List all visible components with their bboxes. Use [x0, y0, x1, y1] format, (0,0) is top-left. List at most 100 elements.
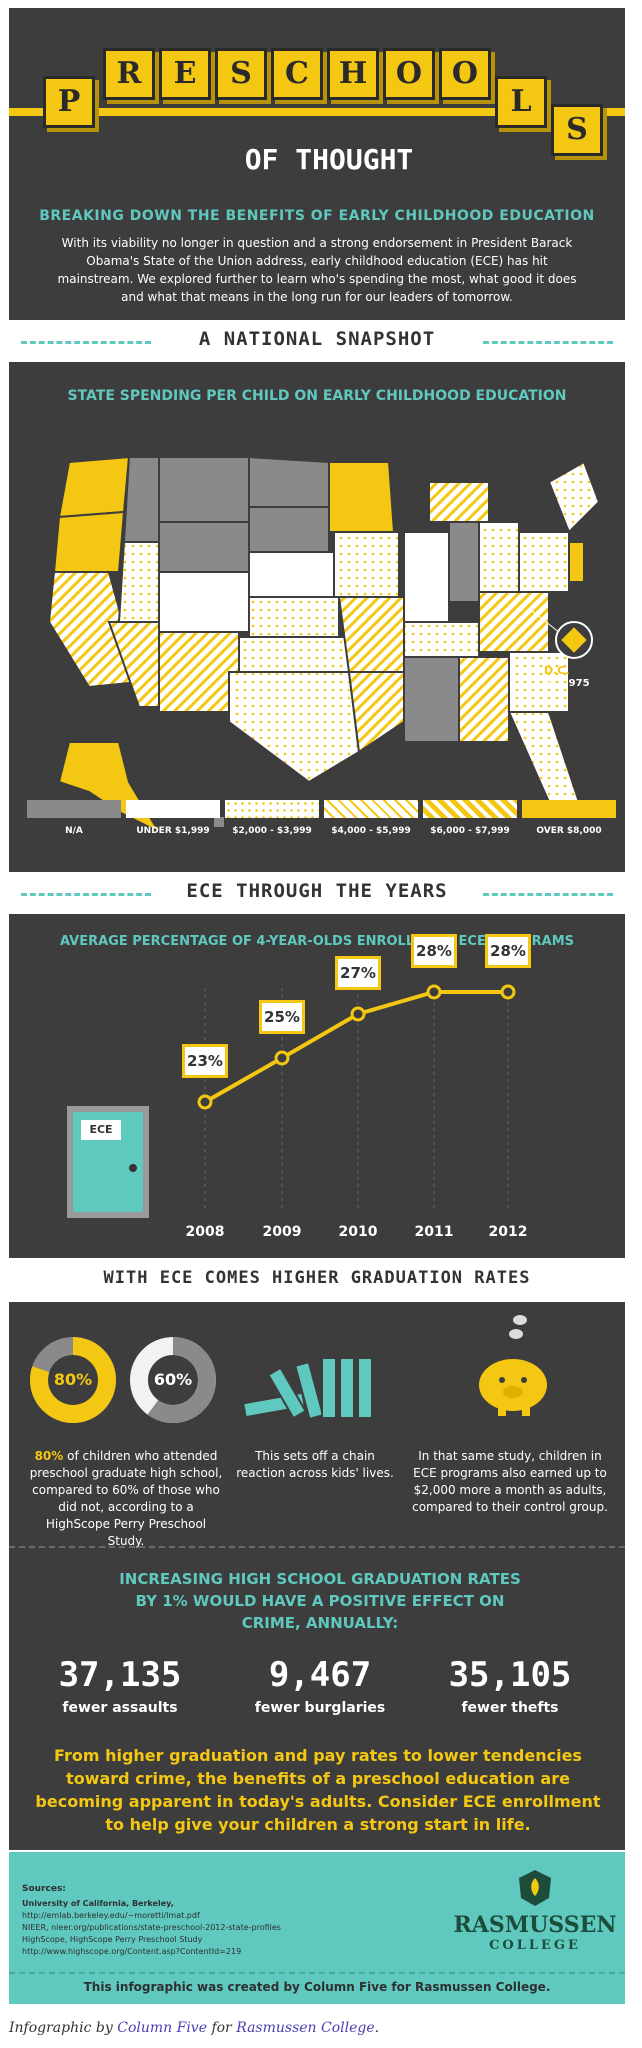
data-point: [197, 1094, 213, 1110]
title-letter: H: [327, 48, 379, 100]
caption-end: .: [374, 2020, 380, 2036]
section-title-snapshot: A NATIONAL SNAPSHOT: [198, 328, 436, 350]
intro-heading: BREAKING DOWN THE BENEFITS OF EARLY CHIL…: [39, 208, 595, 224]
dominoes-icon: [242, 1357, 373, 1421]
title-letter: C: [271, 48, 323, 100]
value-label: 25%: [259, 1000, 305, 1034]
door-knob: [129, 1164, 137, 1172]
sources-title: Sources:: [22, 1884, 66, 1894]
value-label: 27%: [335, 956, 381, 990]
stat-number: 37,135: [58, 1655, 182, 1695]
sources-list: University of California, Berkeley, http…: [22, 1898, 281, 1958]
legend-swatch-na: [27, 800, 121, 818]
dash-right: [483, 893, 613, 896]
snapshot-band: A NATIONAL SNAPSHOT: [9, 322, 625, 360]
subtitle: OF THOUGHT: [199, 138, 459, 182]
grad-col2: This sets off a chain reaction across ki…: [236, 1449, 394, 1480]
title-letter: O: [439, 48, 491, 100]
stat-number: 35,105: [448, 1655, 572, 1695]
years-band: ECE THROUGH THE YEARS: [9, 874, 625, 912]
map-title: STATE SPENDING PER CHILD ON EARLY CHILDH…: [67, 388, 567, 404]
value-label: 28%: [411, 934, 457, 968]
rasmussen-logo-icon: [519, 1870, 551, 1906]
brand-name: RASMUSSEN: [453, 1912, 617, 1938]
stat-number: 9,467: [268, 1655, 372, 1695]
dc-callout: [530, 609, 593, 659]
grad-col3: In that same study, children in ECE prog…: [412, 1449, 608, 1514]
legend-label: $6,000 - $7,999: [430, 826, 510, 836]
data-point: [500, 984, 516, 1000]
grad-col1-highlight: 80%: [34, 1449, 64, 1463]
source-line: http://emlab.berkeley.edu/~moretti/lmat.…: [22, 1911, 200, 1920]
title-letter: O: [383, 48, 435, 100]
dash-right: [483, 341, 613, 344]
legend-swatch-under-2000: [126, 800, 220, 818]
piggy-bank-icon: [479, 1315, 547, 1416]
stat-label: fewer thefts: [461, 1700, 559, 1716]
credit-text: This infographic was created by Column F…: [83, 1980, 551, 1994]
legend-label: $2,000 - $3,999: [232, 826, 312, 836]
ak-hi: [57, 741, 224, 835]
grad-band: WITH ECE COMES HIGHER GRADUATION RATES: [9, 1262, 625, 1300]
title-letter: R: [103, 48, 155, 100]
year-tick-label: 2011: [414, 1224, 454, 1240]
caption-link-column-five[interactable]: Column Five: [117, 2020, 207, 2036]
dash-left: [21, 341, 151, 344]
dc-value: $13,975: [544, 678, 590, 689]
caption-link-rasmussen[interactable]: Rasmussen College: [236, 2020, 375, 2036]
source-line: http://www.highscope.org/Content.asp?Con…: [22, 1947, 242, 1956]
dash-left: [21, 893, 151, 896]
value-label: 28%: [485, 934, 531, 968]
year-tick-label: 2012: [488, 1224, 528, 1240]
door: ECE: [67, 1106, 149, 1218]
legend-swatch-over-8000: [522, 800, 616, 818]
stat-label: fewer burglaries: [254, 1700, 386, 1716]
data-point: [274, 1050, 290, 1066]
caption-mid: for: [207, 2020, 237, 2036]
title-letter: E: [159, 48, 211, 100]
value-label: 23%: [182, 1044, 228, 1078]
legend-label: UNDER $1,999: [136, 826, 210, 836]
grad-col1: 80% of children who attended preschool g…: [26, 1448, 226, 1550]
brand-sub: COLLEGE: [489, 1938, 581, 1953]
section-title-grad: WITH ECE COMES HIGHER GRADUATION RATES: [103, 1268, 531, 1288]
legend-swatch-6000-7999: [423, 800, 517, 818]
title-letter: P: [43, 76, 95, 128]
donut-60: [130, 1337, 216, 1423]
intro-text: With its viability no longer in question…: [57, 236, 577, 304]
title-letter: S: [551, 104, 603, 156]
grad-col1-text: of children who attended preschool gradu…: [29, 1449, 223, 1548]
map-panel: STATE SPENDING PER CHILD ON EARLY CHILDH…: [9, 362, 625, 872]
us-states: [47, 455, 601, 803]
donut-80: [30, 1337, 116, 1423]
year-tick-label: 2009: [262, 1224, 302, 1240]
footer-panel: [9, 1852, 625, 1972]
legend-label: $4,000 - $5,999: [331, 826, 411, 836]
donut-80-label: 80%: [53, 1370, 93, 1389]
source-line: HighScope, HighScope Perry Preschool Stu…: [22, 1935, 203, 1944]
us-map: [47, 455, 601, 835]
legend-swatch-4000-5999: [324, 800, 418, 818]
title-letter: L: [495, 76, 547, 128]
source-line: University of California, Berkeley,: [22, 1899, 174, 1908]
data-point: [426, 984, 442, 1000]
footer-credit-bar: [9, 1972, 625, 2004]
year-tick-label: 2010: [338, 1224, 378, 1240]
grad-divider: [9, 1546, 625, 1548]
year-tick-label: 2008: [185, 1224, 225, 1240]
legend-label: OVER $8,000: [536, 826, 602, 836]
caption: Infographic by Column Five for Rasmussen…: [9, 2020, 379, 2036]
title-letter: S: [215, 48, 267, 100]
legend-label: N/A: [65, 826, 83, 836]
data-point: [350, 1006, 366, 1022]
legend-swatch-2000-3999: [225, 800, 319, 818]
crime-heading: INCREASING HIGH SCHOOL GRADUATION RATES …: [119, 1570, 521, 1632]
dc-label: D.C.: [544, 664, 570, 677]
title-stripe: [9, 108, 625, 116]
caption-prefix: Infographic by: [9, 2020, 118, 2036]
donut-60-label: 60%: [153, 1370, 193, 1389]
closing-text: From higher graduation and pay rates to …: [35, 1746, 601, 1834]
section-title-years: ECE THROUGH THE YEARS: [186, 880, 448, 902]
